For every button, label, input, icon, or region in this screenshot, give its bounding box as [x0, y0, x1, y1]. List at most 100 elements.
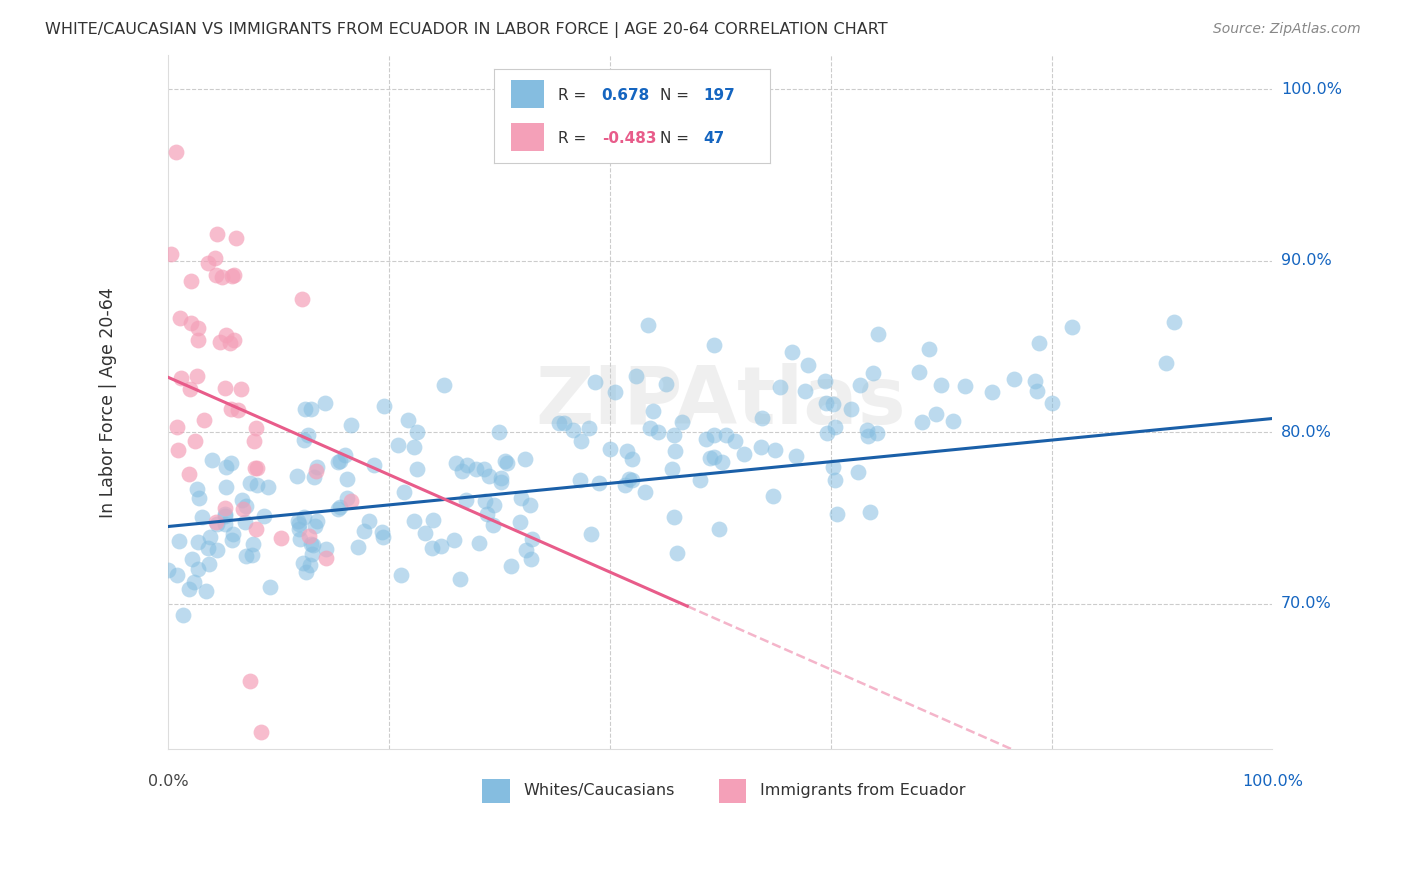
Point	[222, 527, 245, 541]
Text: 0.0%: 0.0%	[148, 774, 188, 789]
Point	[186, 482, 208, 496]
Point	[561, 423, 583, 437]
Point	[205, 516, 228, 531]
Point	[302, 538, 325, 552]
Point	[198, 557, 221, 571]
Point	[714, 428, 737, 442]
Point	[908, 365, 931, 379]
Point	[180, 551, 202, 566]
Point	[205, 268, 228, 283]
Point	[484, 498, 506, 512]
Point	[472, 462, 495, 476]
Point	[186, 562, 208, 576]
Point	[655, 377, 678, 392]
Point	[243, 434, 266, 449]
Point	[221, 456, 243, 470]
Point	[638, 420, 661, 434]
Point	[288, 517, 311, 532]
Point	[1025, 384, 1047, 398]
Point	[839, 401, 862, 416]
Point	[569, 434, 592, 448]
Point	[239, 673, 262, 688]
Point	[160, 247, 183, 261]
Point	[205, 542, 228, 557]
Point	[821, 459, 844, 474]
Point	[1062, 319, 1084, 334]
Point	[315, 541, 337, 556]
Point	[583, 375, 606, 389]
Point	[647, 425, 669, 439]
Point	[494, 454, 516, 468]
Point	[205, 227, 228, 241]
Point	[475, 507, 498, 521]
Point	[179, 467, 201, 481]
Point	[197, 541, 219, 556]
Point	[221, 533, 243, 547]
Point	[450, 464, 472, 478]
Point	[187, 333, 209, 347]
Point	[911, 415, 934, 429]
Point	[671, 415, 693, 429]
Point	[695, 432, 717, 446]
Point	[449, 573, 471, 587]
Point	[224, 333, 246, 347]
Point	[329, 454, 352, 468]
Point	[299, 402, 322, 417]
Point	[245, 421, 267, 435]
Point	[662, 510, 685, 524]
Point	[239, 476, 262, 491]
Point	[849, 378, 872, 392]
Point	[219, 401, 242, 416]
Point	[329, 500, 352, 514]
Point	[187, 320, 209, 334]
Point	[785, 449, 807, 463]
Point	[1163, 315, 1185, 329]
Point	[184, 434, 207, 449]
Point	[699, 451, 721, 466]
Point	[763, 442, 786, 457]
Point	[422, 513, 444, 527]
Point	[335, 448, 357, 462]
Point	[1028, 335, 1050, 350]
Text: 90.0%: 90.0%	[1281, 253, 1331, 268]
Point	[666, 546, 689, 560]
Point	[169, 534, 191, 549]
Point	[301, 547, 323, 561]
Point	[619, 472, 641, 486]
Point	[214, 500, 236, 515]
Point	[165, 145, 187, 160]
Point	[510, 491, 533, 505]
Point	[724, 434, 747, 448]
Point	[157, 563, 180, 577]
Point	[299, 537, 322, 551]
Point	[489, 471, 512, 485]
Text: ZIPAtlas: ZIPAtlas	[536, 363, 905, 442]
Point	[285, 468, 308, 483]
Point	[405, 462, 427, 476]
Point	[194, 584, 217, 599]
Point	[232, 502, 254, 516]
Point	[233, 515, 256, 529]
Point	[270, 532, 292, 546]
Point	[620, 452, 643, 467]
Point	[169, 311, 191, 326]
Point	[569, 473, 592, 487]
Point	[489, 475, 512, 489]
Point	[226, 403, 249, 417]
Point	[588, 475, 610, 490]
Point	[422, 541, 444, 556]
Point	[496, 456, 519, 470]
Point	[859, 505, 882, 519]
Point	[481, 518, 503, 533]
Point	[191, 510, 214, 524]
Point	[235, 500, 257, 514]
Point	[813, 374, 835, 388]
Point	[501, 559, 523, 574]
Point	[751, 440, 773, 454]
Point	[488, 425, 510, 439]
Point	[339, 494, 361, 508]
Point	[513, 451, 536, 466]
Point	[298, 528, 321, 542]
Point	[305, 459, 328, 474]
Point	[848, 465, 870, 479]
